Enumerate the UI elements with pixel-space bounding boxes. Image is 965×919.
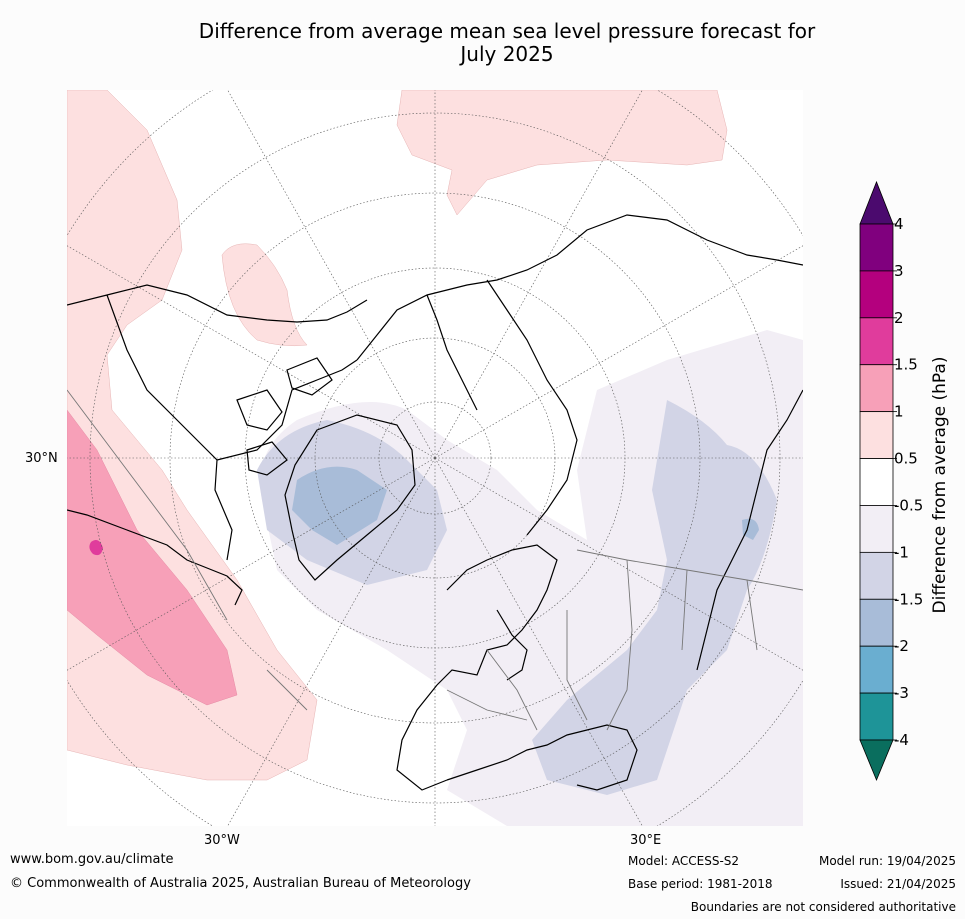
- pressure-anomaly-map: [67, 90, 803, 826]
- footer-issued: Issued: 21/04/2025: [840, 877, 956, 891]
- colorbar-tick-label: 2: [894, 309, 904, 327]
- colorbar-band: [859, 551, 894, 600]
- colorbar-band: [859, 270, 894, 319]
- colorbar-tick-label: -1: [894, 543, 909, 561]
- anomaly-area-greenland-medium: [292, 466, 387, 545]
- colorbar-band: [859, 505, 894, 553]
- anomaly-area-eurasia-light: [532, 400, 777, 795]
- coast-mediterranean: [446, 724, 638, 791]
- colorbar-tick-label: 1: [894, 403, 904, 421]
- longitude-label-30w: 30°W: [204, 833, 240, 848]
- colorbar-tick-label: -2: [894, 637, 909, 655]
- longitude-label-30e: 30°E: [630, 833, 662, 848]
- coast-scandinavia-europe: [396, 544, 558, 791]
- colorbar-band: [859, 458, 894, 506]
- colorbar-band: [859, 364, 894, 413]
- colorbar-tick-label: -3: [894, 684, 909, 702]
- coast-north-america: [67, 284, 368, 606]
- title-line-2: July 2025: [460, 42, 554, 66]
- colorbar-extend-max: [859, 180, 894, 225]
- chart-title: Difference from average mean sea level p…: [140, 20, 874, 66]
- footer-copyright: © Commonwealth of Australia 2025, Austra…: [10, 876, 471, 891]
- colorbar-label: Difference from average (hPa): [930, 356, 950, 614]
- colorbar-tick-label: 4: [894, 215, 904, 233]
- colorbar-band: [859, 223, 894, 272]
- colorbar-tick-label: -0.5: [894, 496, 923, 514]
- colorbar-tick-label: -4: [894, 731, 909, 749]
- graticule: [67, 90, 803, 826]
- colorbar-tick-label: 3: [894, 262, 904, 280]
- anomaly-area-baikal-medium: [742, 518, 759, 540]
- latitude-label-30n: 30°N: [25, 451, 58, 466]
- colorbar-tick-label: 1.5: [894, 356, 918, 374]
- anomaly-area-siberia-pink: [396, 90, 728, 216]
- coast-greenland: [284, 414, 416, 581]
- coast-siberia: [356, 214, 803, 536]
- anomaly-area-pacific-magenta: [89, 540, 103, 556]
- colorbar: 4 3 2 1.5 1 0.5 -0.5 -1 -1.5 -2 -3 -4: [859, 180, 923, 782]
- anomaly-area-pacific-pink: [67, 409, 238, 706]
- country-borders: [67, 389, 803, 731]
- coast-east-asia: [696, 389, 803, 671]
- footer-disclaimer: Boundaries are not considered authoritat…: [690, 900, 956, 914]
- coastlines: [67, 214, 803, 791]
- coast-arctic-islands: [236, 357, 333, 476]
- colorbar-band: [859, 645, 894, 694]
- colorbar-tick-label: -1.5: [894, 590, 923, 608]
- footer-website: www.bom.gov.au/climate: [10, 852, 174, 867]
- colorbar-tick-label: 0.5: [894, 450, 918, 468]
- colorbar-band: [859, 411, 894, 459]
- colorbar-band: [859, 692, 894, 741]
- title-line-1: Difference from average mean sea level p…: [198, 19, 816, 43]
- footer-base-period: Base period: 1981-2018: [628, 877, 773, 891]
- colorbar-band: [859, 317, 894, 366]
- colorbar-extend-min: [859, 739, 894, 782]
- colorbar-band: [859, 598, 894, 647]
- anomaly-area-north-pacific-pink: [221, 243, 308, 347]
- footer-model-run: Model run: 19/04/2025: [818, 854, 956, 868]
- footer-model: Model: ACCESS-S2: [628, 854, 740, 868]
